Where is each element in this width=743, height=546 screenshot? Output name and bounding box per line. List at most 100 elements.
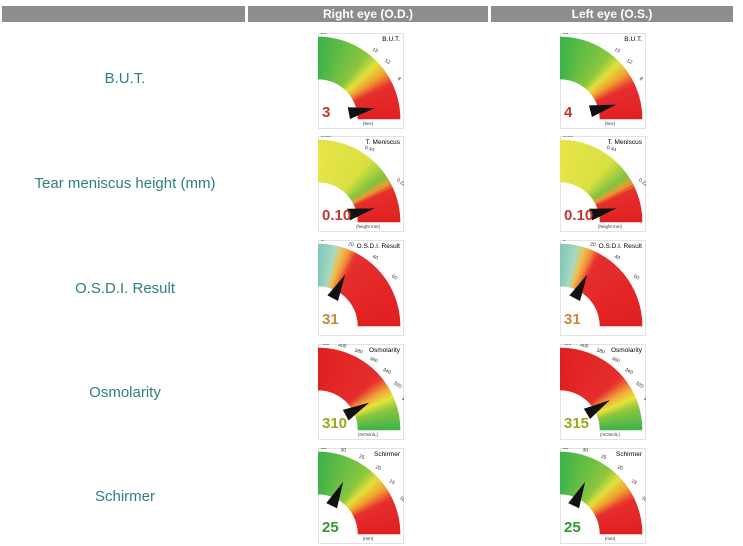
gauge-tick-label: 40 [371,254,379,262]
gauge-tick-label: 300 [642,396,646,406]
row-label-schirmer: Schirmer [94,488,155,505]
gauge-tick-label: 0.66 [563,136,573,139]
gauge-band-segment [599,115,643,120]
gauge-tick-label: 10 [398,495,404,503]
gauge-value-label: 31 [322,311,339,328]
gauge-title: Schirmer [616,451,643,458]
gauge-needle [568,481,586,509]
gauge-tick-label: 360 [611,356,621,365]
gauge-tick-label: 0.44 [606,145,617,154]
gauge-needle [569,274,588,302]
gauge-band-segment [357,322,401,327]
gauge-tick-label: 340 [624,367,634,376]
gauge-tick-label: 20 [590,241,597,248]
gauge-tick-label: 80 [644,298,646,306]
header-blank-cell [2,6,245,22]
gauge-unit: (Sec) [605,121,616,126]
gauge-tick-label: 35 [321,448,327,451]
gauge-tick-label: 0.22 [395,177,404,188]
gauge-tick-label: 20 [616,464,624,472]
gauge-tick-label: 25 [600,454,607,461]
gauge-title: Schirmer [374,451,401,458]
gauge-unit: (mOsm/L) [600,432,620,437]
gauge-tick-label: 12 [383,58,391,66]
gauge-value-label: 0.10 [564,207,593,224]
gauge-tick-label: 340 [382,367,392,376]
gauge-3-left-eye: 420400380360340320300280260Osmolarity(mO… [560,344,646,440]
gauge-title: B.U.T. [624,36,642,43]
gauge-svg: 0.660.440.220.00T. Meniscus(height mm)0.… [560,136,646,232]
gauge-band-segment [599,218,643,223]
gauge-tick-label: 420 [321,344,330,347]
gauge-tick-label: 0.22 [637,177,646,188]
gauge-tick-label: 20 [374,464,382,472]
gauge-unit: (Sec) [363,121,374,126]
gauge-value-label: 315 [564,415,589,432]
gauge-needle [347,107,375,119]
gauge-title: Osmolarity [369,347,401,354]
gauge-tick-label: 8 [638,76,644,83]
gauge-band-segment [357,426,401,431]
gauge-tick-label: 320 [634,380,644,390]
gauge-tick-label: 0 [321,240,324,243]
gauge-needle [342,402,370,421]
gauge-title: O.S.D.I. Result [357,243,401,250]
gauge-tick-label: 35 [563,448,569,451]
gauge-tick-label: 400 [338,344,347,350]
gauge-tick-label: 40 [613,254,621,262]
gauge-tick-label: 380 [596,348,606,356]
gauge-tick-label: 0.66 [321,136,331,139]
gauge-unit: (mm) [605,536,616,541]
gauge-4-right-eye: 35302520151050Schirmer(mm)25 [318,448,404,544]
gauge-title: Osmolarity [611,347,643,354]
header-right-eye: Right eye (O.D.) [248,6,488,22]
gauge-title: O.S.D.I. Result [599,243,643,250]
gauge-tick-label: 25 [358,454,365,461]
gauge-3-right-eye: 420400380360340320300280260Osmolarity(mO… [318,344,404,440]
gauge-value-label: 310 [322,415,347,432]
gauge-needle [583,400,610,419]
gauge-tick-label: 15 [630,478,638,486]
gauge-tick-label: 380 [354,348,364,356]
gauge-tick-label: 30 [582,448,589,454]
gauge-tick-label: 0.44 [364,145,375,154]
gauge-value-label: 0.10 [322,207,351,224]
header-left-eye: Left eye (O.S.) [491,6,733,22]
gauge-tick-label: 60 [632,273,640,281]
gauge-tick-label: 8 [396,76,402,83]
gauge-svg: 251512840B.U.T.(Sec)4 [560,33,646,129]
gauge-needle [589,208,617,221]
gauge-svg: 420400380360340320300280260Osmolarity(mO… [560,344,646,440]
row-label-tear-meniscus: Tear meniscus height (mm) [34,175,216,192]
gauge-band-segment [357,115,401,120]
gauge-tick-label: 15 [371,47,379,55]
gauge-svg: 35302520151050Schirmer(mm)25 [560,448,646,544]
row-label-osdi: O.S.D.I. Result [74,280,176,297]
gauge-tick-label: 420 [563,344,572,347]
gauge-tick-label: 320 [392,380,402,390]
gauge-unit: (height mm) [598,224,623,229]
gauge-4-left-eye: 35302520151050Schirmer(mm)25 [560,448,646,544]
gauge-title: B.U.T. [382,36,400,43]
gauge-unit: (height mm) [356,224,381,229]
gauge-tick-label: 25 [563,33,569,36]
gauge-title: T. Meniscus [366,139,401,146]
gauge-tick-label: 10 [640,495,646,503]
gauge-tick-label: 360 [369,356,379,365]
gauge-title: T. Meniscus [608,139,643,146]
gauge-tick-label: 15 [388,478,396,486]
row-label-but: B.U.T. [104,70,146,87]
gauge-1-right-eye: 0.660.440.220.00T. Meniscus(height mm)0.… [318,136,404,232]
gauge-tick-label: 60 [390,273,398,281]
gauge-tick-label: 12 [625,58,633,66]
gauge-band-segment [599,530,643,535]
gauge-tick-label: 30 [340,448,347,454]
gauge-tick-label: 300 [400,396,404,406]
gauge-svg: 0.660.440.220.00T. Meniscus(height mm)0.… [318,136,404,232]
gauge-svg: 35302520151050Schirmer(mm)25 [318,448,404,544]
gauge-needle [347,208,375,221]
gauge-svg: 420400380360340320300280260Osmolarity(mO… [318,344,404,440]
